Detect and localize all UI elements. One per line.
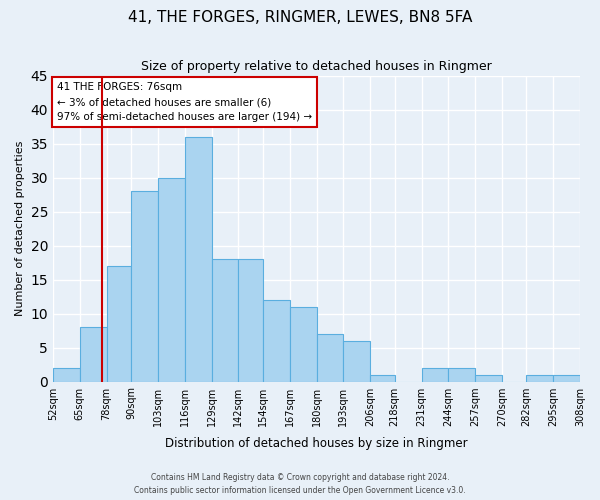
Bar xyxy=(263,300,290,382)
Title: Size of property relative to detached houses in Ringmer: Size of property relative to detached ho… xyxy=(141,60,492,73)
Bar xyxy=(290,306,317,382)
Bar xyxy=(370,374,395,382)
Text: Contains HM Land Registry data © Crown copyright and database right 2024.
Contai: Contains HM Land Registry data © Crown c… xyxy=(134,474,466,495)
Bar xyxy=(343,340,370,382)
Bar xyxy=(317,334,343,382)
Bar xyxy=(553,374,580,382)
Bar xyxy=(158,178,185,382)
Bar xyxy=(475,374,502,382)
Bar xyxy=(107,266,131,382)
Text: 41 THE FORGES: 76sqm
← 3% of detached houses are smaller (6)
97% of semi-detache: 41 THE FORGES: 76sqm ← 3% of detached ho… xyxy=(57,82,312,122)
Bar xyxy=(80,327,107,382)
Bar xyxy=(212,259,238,382)
Bar xyxy=(422,368,448,382)
Bar xyxy=(185,136,212,382)
Bar xyxy=(526,374,553,382)
Y-axis label: Number of detached properties: Number of detached properties xyxy=(15,141,25,316)
X-axis label: Distribution of detached houses by size in Ringmer: Distribution of detached houses by size … xyxy=(165,437,468,450)
Bar xyxy=(238,259,263,382)
Bar xyxy=(53,368,80,382)
Text: 41, THE FORGES, RINGMER, LEWES, BN8 5FA: 41, THE FORGES, RINGMER, LEWES, BN8 5FA xyxy=(128,10,472,25)
Bar xyxy=(448,368,475,382)
Bar xyxy=(131,191,158,382)
